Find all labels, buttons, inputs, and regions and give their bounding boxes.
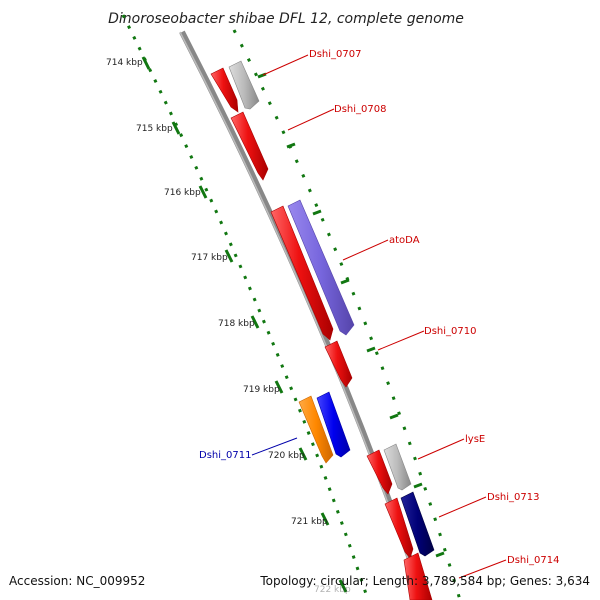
kbp-label: 722 kbp bbox=[314, 585, 351, 595]
kbp-tick bbox=[171, 121, 181, 135]
gene-labels: Dshi_0707 Dshi_0708 atoDA Dshi_0710 Dshi… bbox=[199, 49, 559, 566]
scale-track-outer bbox=[232, 29, 462, 600]
gene-red-6[interactable] bbox=[366, 449, 393, 495]
gene-Dshi_0707[interactable] bbox=[228, 60, 260, 110]
kbp-tick bbox=[141, 56, 151, 70]
gene-label-Dshi_0707[interactable]: Dshi_0707 bbox=[309, 49, 361, 60]
topology-text: Topology: circular; Length: 3,789,584 bp… bbox=[259, 574, 590, 588]
gene-Dshi_0714[interactable] bbox=[403, 552, 433, 600]
kbp-tick bbox=[224, 249, 234, 263]
kbp-tick bbox=[320, 512, 330, 526]
kbp-label: 719 kbp bbox=[243, 385, 280, 395]
gene-label-Dshi_0708[interactable]: Dshi_0708 bbox=[334, 104, 386, 115]
accession-text: Accession: NC_009952 bbox=[9, 574, 145, 588]
scale-track-inner bbox=[121, 14, 370, 600]
gene-label-lysE[interactable]: lysE bbox=[465, 434, 485, 445]
gene-Dshi_0713[interactable] bbox=[400, 491, 435, 557]
kbp-ticks: 714 kbp 715 kbp 716 kbp 717 kbp 718 kbp … bbox=[106, 56, 351, 595]
kbp-label: 721 kbp bbox=[291, 517, 328, 527]
gene-red-2[interactable] bbox=[230, 111, 269, 181]
kbp-tick bbox=[274, 380, 284, 394]
gene-Dshi_0710[interactable] bbox=[324, 340, 353, 388]
kbp-label: 714 kbp bbox=[106, 58, 143, 68]
gene-red-3[interactable] bbox=[270, 205, 334, 341]
gene-label-Dshi_0710[interactable]: Dshi_0710 bbox=[424, 326, 476, 337]
kbp-label: 716 kbp bbox=[164, 188, 201, 198]
gene-red-7[interactable] bbox=[384, 497, 414, 559]
kbp-label: 717 kbp bbox=[191, 253, 228, 263]
kbp-label: 715 kbp bbox=[136, 124, 173, 134]
map-title: Dinoroseobacter shibae DFL 12, complete … bbox=[108, 11, 464, 27]
gene-label-Dshi_0713[interactable]: Dshi_0713 bbox=[487, 492, 539, 503]
kbp-tick bbox=[250, 315, 260, 329]
gene-atoDA[interactable] bbox=[287, 199, 355, 336]
kbp-tick bbox=[338, 579, 348, 593]
gene-Dshi_0708[interactable] bbox=[210, 67, 239, 113]
kbp-label: 720 kbp bbox=[268, 451, 305, 461]
gene-label-Dshi_0711[interactable]: Dshi_0711 bbox=[199, 450, 251, 461]
kbp-tick bbox=[198, 185, 208, 199]
gene-blue[interactable] bbox=[316, 391, 351, 458]
kbp-label: 718 kbp bbox=[218, 319, 255, 329]
label-leaders bbox=[251, 54, 507, 579]
gene-label-atoDA[interactable]: atoDA bbox=[389, 235, 420, 246]
outer-ticks bbox=[257, 72, 445, 558]
gene-Dshi_0711[interactable] bbox=[298, 395, 334, 464]
gene-lysE[interactable] bbox=[383, 443, 412, 491]
gene-label-Dshi_0714[interactable]: Dshi_0714 bbox=[507, 555, 559, 566]
gene-features bbox=[210, 60, 435, 600]
genome-backbone bbox=[179, 30, 427, 600]
kbp-tick bbox=[298, 447, 308, 461]
